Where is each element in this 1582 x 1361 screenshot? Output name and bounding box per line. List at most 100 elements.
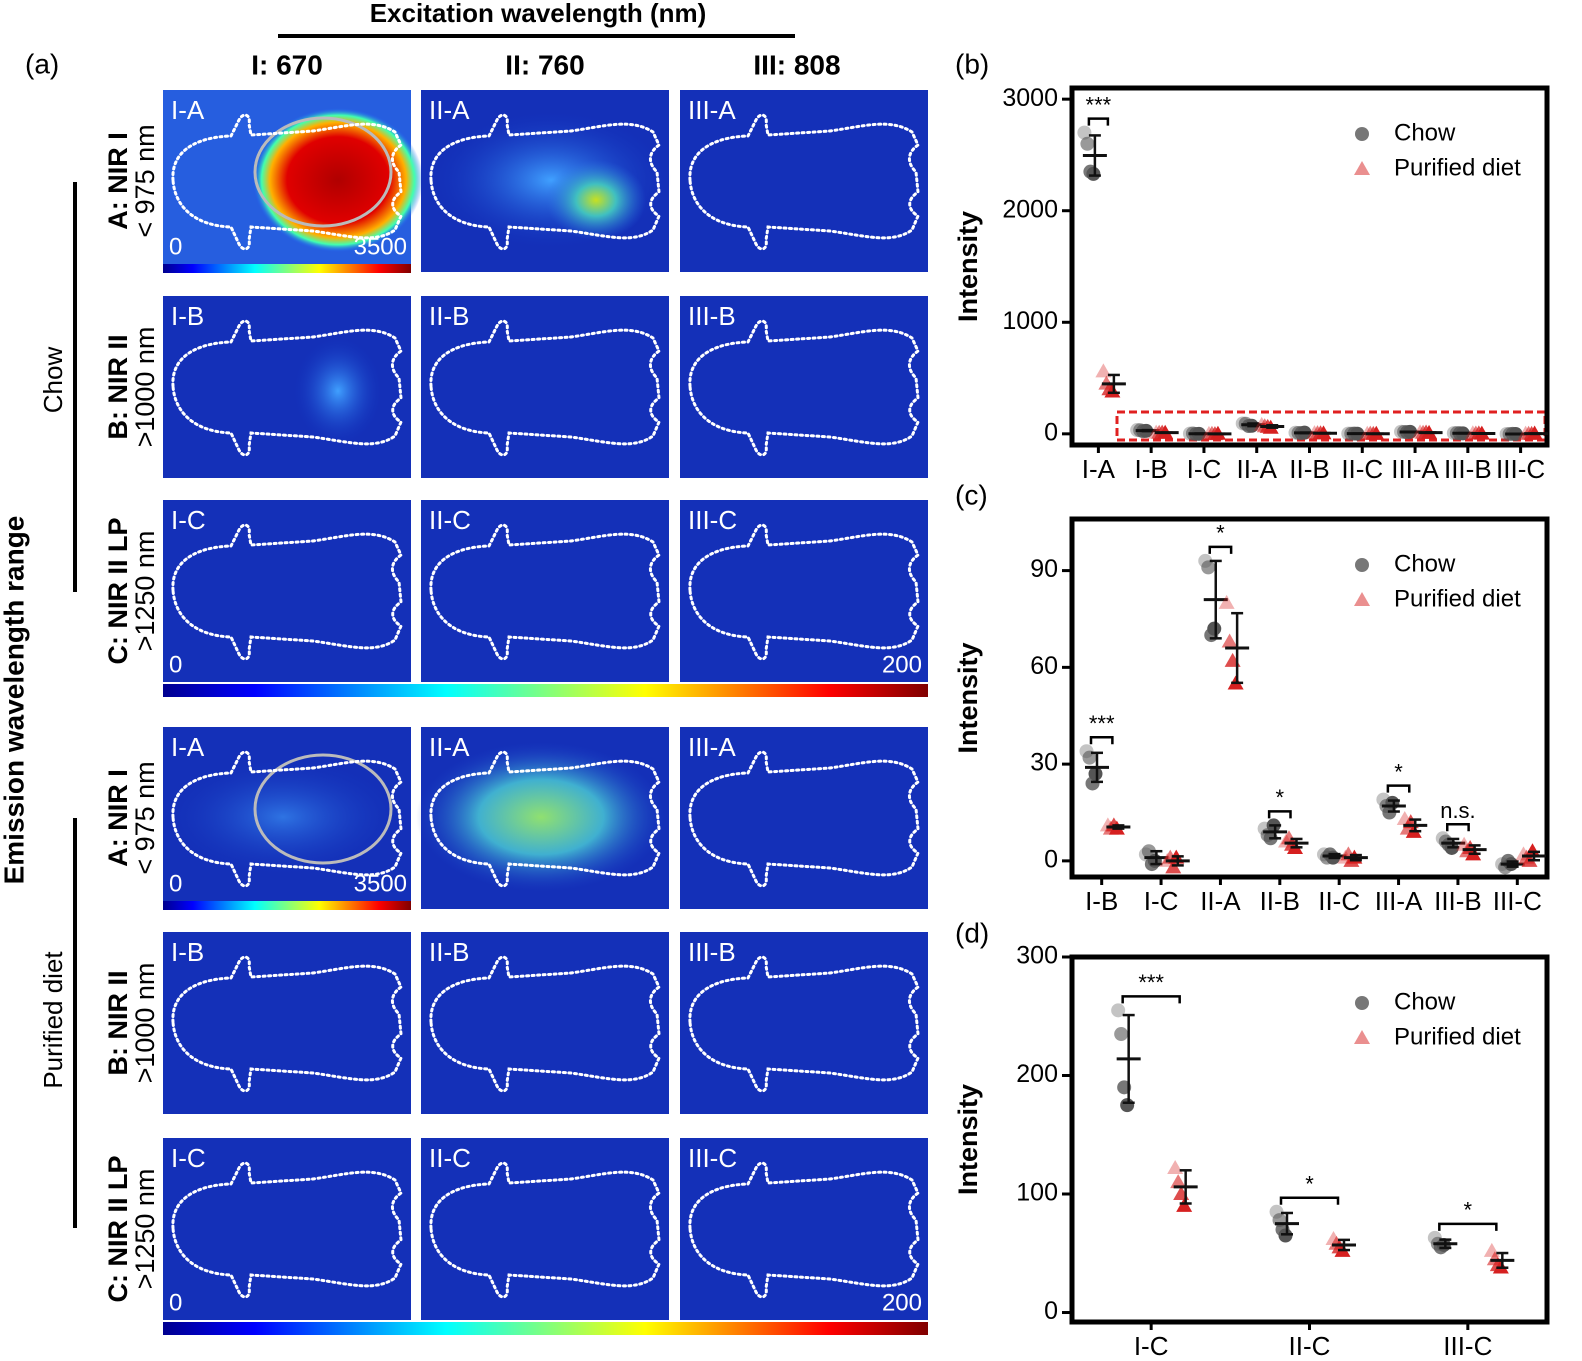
image-tile: I-C 0 <box>163 500 411 682</box>
y-tick-label: 1000 <box>1002 307 1058 335</box>
row-name: C: NIR II LP <box>103 1156 133 1303</box>
tile-label: I-C <box>171 505 206 535</box>
row-range: >1000 nm <box>130 327 160 448</box>
x-tick-label: I-B <box>1085 886 1118 916</box>
y-axis-label: Intensity <box>953 1084 983 1195</box>
column-header: III: 808 <box>753 49 840 80</box>
legend-marker <box>1354 592 1370 606</box>
significance-bracket <box>1208 545 1233 554</box>
image-tile: II-C <box>421 1138 669 1320</box>
data-point <box>1095 363 1112 378</box>
image-tile: I-B <box>163 932 411 1114</box>
tile-label: I-C <box>171 1143 206 1173</box>
scale-min: 0 <box>169 1289 182 1316</box>
significance-label: n.s. <box>1440 798 1475 823</box>
image-tile: II-C <box>421 500 669 682</box>
legend-marker <box>1355 996 1369 1010</box>
image-tile: II-A <box>416 727 669 909</box>
tile-label: III-A <box>688 732 736 762</box>
image-tile: III-A <box>680 90 928 272</box>
tile-background <box>421 296 669 478</box>
scale-max: 3500 <box>354 233 407 260</box>
significance-bracket <box>1087 117 1110 126</box>
x-tick-label: I-A <box>1082 454 1116 484</box>
y-tick-label: 30 <box>1030 749 1058 777</box>
x-tick-label: II-C <box>1341 454 1383 484</box>
tile-background <box>680 90 928 272</box>
x-tick-label: I-C <box>1134 1331 1169 1361</box>
significance-label: * <box>1394 759 1403 784</box>
significance-label: * <box>1216 521 1225 546</box>
x-tick-label: I-B <box>1135 454 1168 484</box>
legend-label: Purified diet <box>1394 1023 1521 1050</box>
group-label: Purified diet <box>38 951 68 1089</box>
tile-background <box>680 296 928 478</box>
tile-glow <box>416 742 666 892</box>
x-tick-label: III-C <box>1496 454 1545 484</box>
tile-background <box>680 932 928 1114</box>
y-tick-label: 0 <box>1044 418 1058 446</box>
scale-max: 200 <box>882 651 922 678</box>
row-range: >1000 nm <box>130 963 160 1084</box>
x-tick-label: III-A <box>1391 454 1439 484</box>
colorbar <box>163 264 411 273</box>
colorbar <box>163 684 928 697</box>
data-point <box>1120 1098 1135 1113</box>
data-point <box>1082 750 1097 765</box>
tile-label: II-B <box>429 937 469 967</box>
y-tick-label: 0 <box>1044 845 1058 873</box>
row-range: >1250 nm <box>130 1169 160 1290</box>
data-point <box>1176 1197 1193 1212</box>
plot-frame <box>1069 85 1550 448</box>
legend-label: Purified diet <box>1394 154 1521 181</box>
legend-label: Chow <box>1394 119 1456 146</box>
tile-background <box>421 1138 669 1320</box>
excitation-header: Excitation wavelength (nm) <box>370 0 707 28</box>
legend-marker <box>1355 558 1369 572</box>
side-label: Emission wavelength range <box>0 516 29 885</box>
legend-marker <box>1355 127 1369 141</box>
row-range: < 975 nm <box>130 761 160 874</box>
x-tick-label: II-A <box>1200 886 1241 916</box>
image-tile: III-B <box>680 932 928 1114</box>
image-tile: III-C 200 <box>680 500 928 682</box>
legend-label: Purified diet <box>1394 585 1521 612</box>
data-point <box>1077 125 1092 140</box>
row-range: >1250 nm <box>130 531 160 652</box>
x-tick-label: III-C <box>1493 886 1542 916</box>
tile-background <box>680 500 928 682</box>
significance-label: * <box>1305 1172 1314 1197</box>
x-tick-label: II-A <box>1236 454 1277 484</box>
legend-marker <box>1354 161 1370 175</box>
panel-label: (b) <box>955 48 989 79</box>
significance-label: *** <box>1089 711 1115 736</box>
tile-label: III-C <box>688 505 737 535</box>
tile-label: II-A <box>429 95 470 125</box>
tile-background <box>680 1138 928 1320</box>
y-axis-label: Intensity <box>953 642 983 753</box>
tile-label: I-A <box>171 732 205 762</box>
tile-hotspot <box>546 160 646 240</box>
data-point <box>1086 166 1101 181</box>
significance-bracket <box>1089 735 1114 745</box>
data-point <box>1167 1159 1184 1174</box>
plot-frame <box>1069 954 1550 1325</box>
tile-background <box>421 932 669 1114</box>
tile-label: III-B <box>688 301 736 331</box>
tile-label: II-C <box>429 505 471 535</box>
data-point <box>1080 136 1095 151</box>
row-name: B: NIR II <box>103 971 133 1076</box>
x-tick-label: I-C <box>1187 454 1222 484</box>
legend-label: Chow <box>1394 988 1456 1015</box>
data-point <box>1111 1003 1126 1018</box>
significance-label: *** <box>1138 970 1164 995</box>
significance-bracket <box>1279 1196 1340 1205</box>
data-point <box>1114 1027 1129 1042</box>
image-tile: I-A 0 3500 <box>163 90 423 273</box>
significance-bracket <box>1121 995 1181 1004</box>
scale-min: 0 <box>169 233 182 260</box>
tile-label: II-C <box>429 1143 471 1173</box>
tile-background <box>421 500 669 682</box>
data-point <box>1524 843 1541 858</box>
